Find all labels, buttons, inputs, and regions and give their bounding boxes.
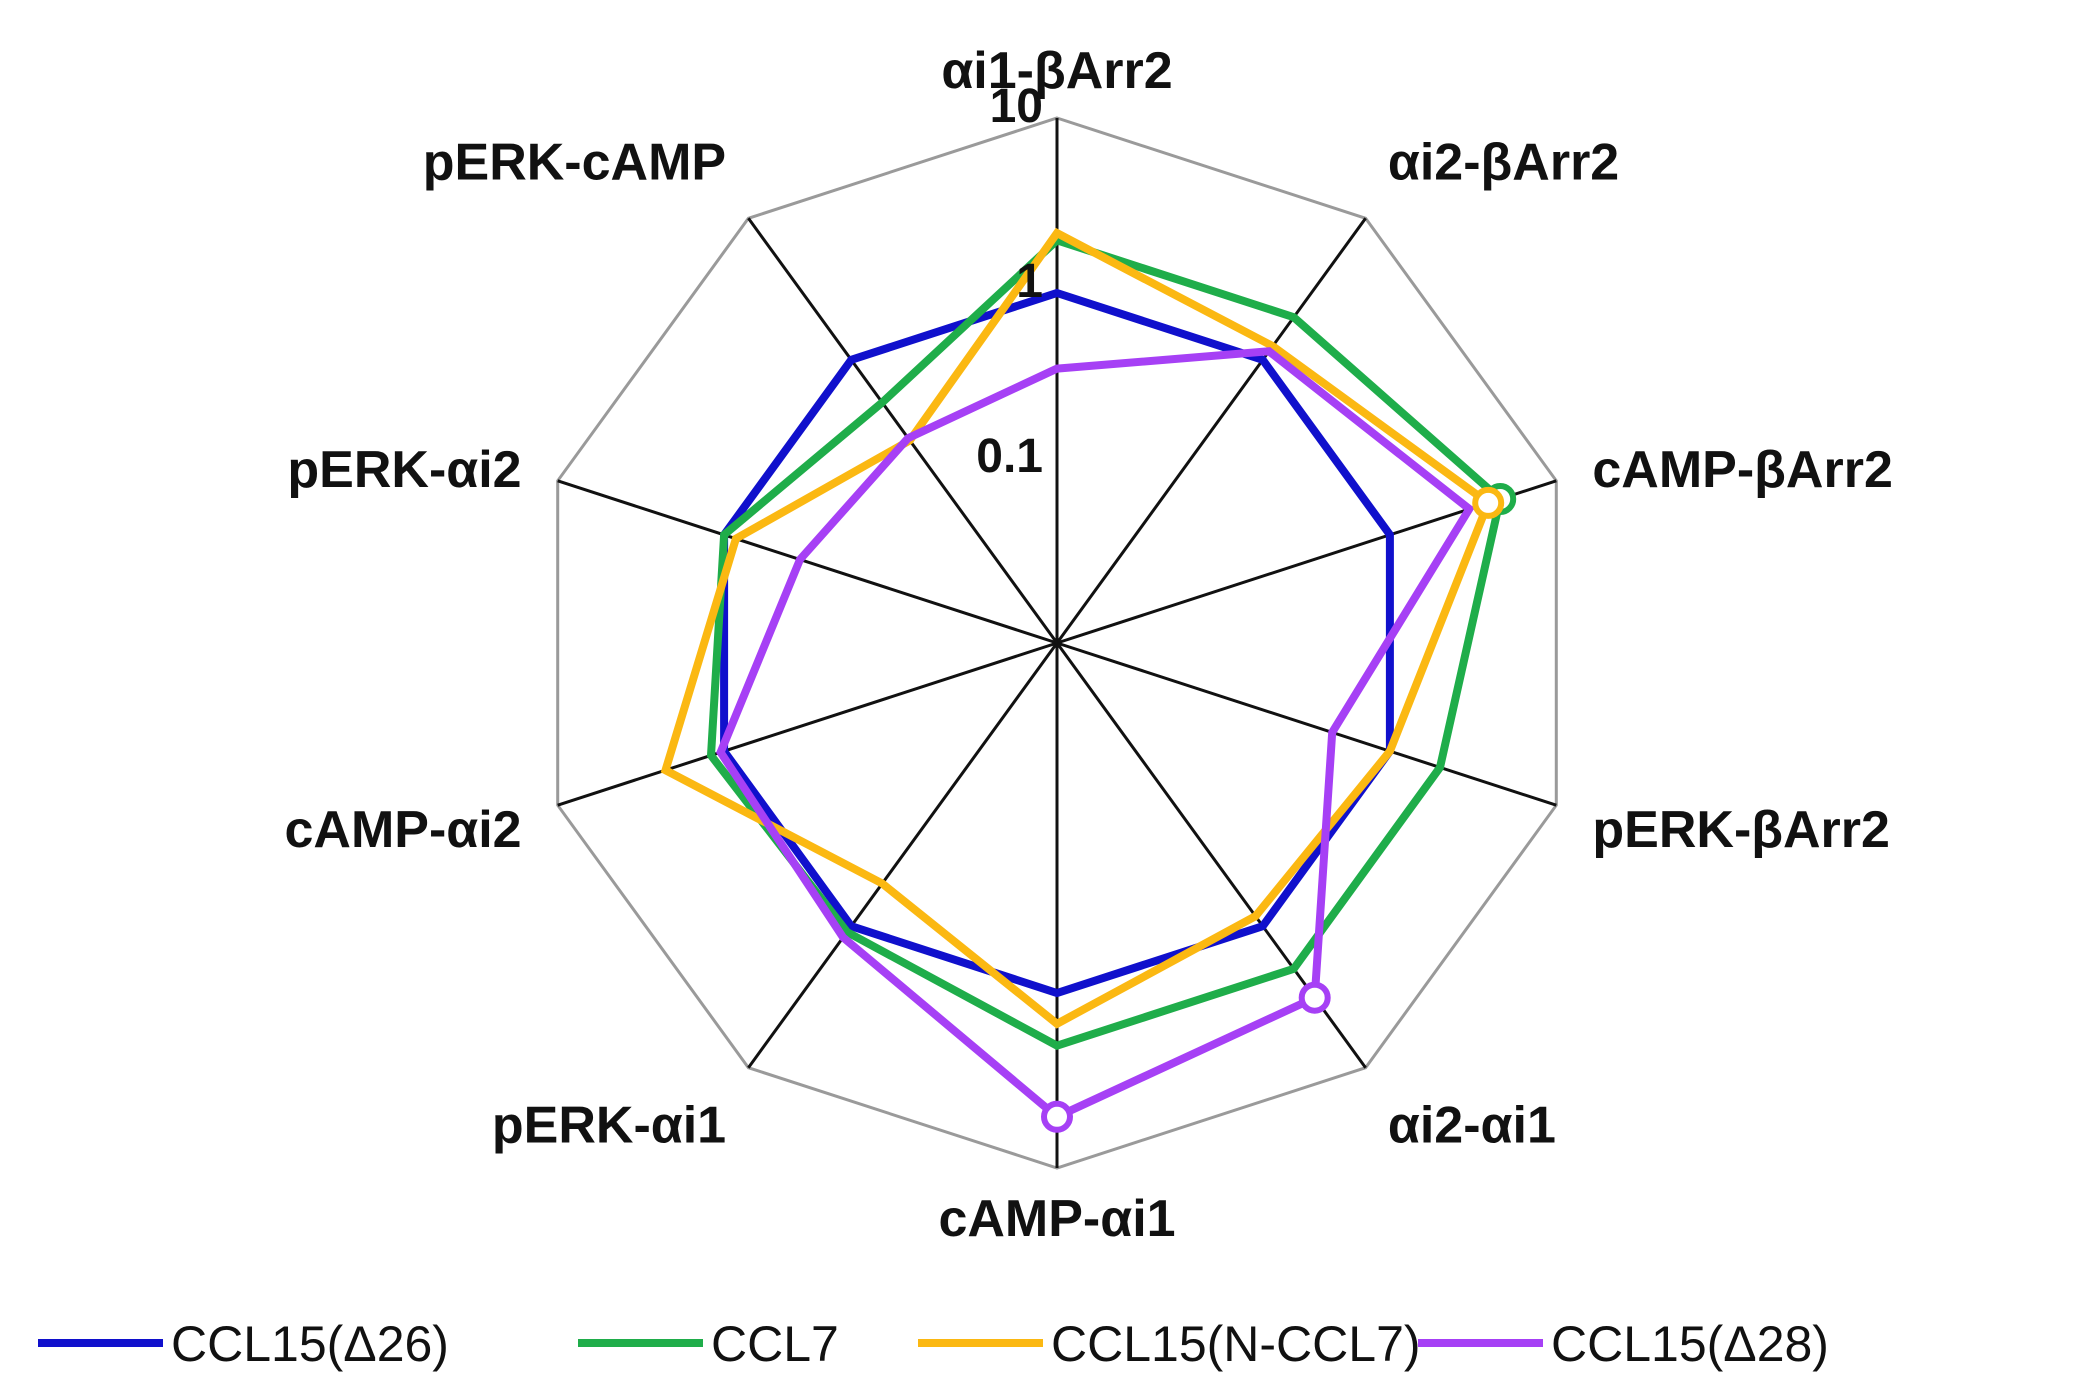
axis-spoke xyxy=(747,217,1059,644)
axis-label: pERK-βArr2 xyxy=(1592,801,1890,859)
series-line-2 xyxy=(706,235,1505,1051)
axis-label: αi1-βArr2 xyxy=(941,42,1172,100)
radar-labels: 10 1 0.1 αi1-βArr2 αi2-βArr2 cAMP-βArr2 pERK-β… xyxy=(284,42,1892,1248)
tick-label: 1 xyxy=(1016,255,1043,308)
axis-spoke xyxy=(557,479,1058,645)
series-marker-4 xyxy=(1298,981,1331,1014)
radar-series xyxy=(660,227,1517,1133)
axis-label: cAMP-αi1 xyxy=(938,1190,1175,1248)
series-marker-3 xyxy=(1472,486,1505,519)
axis-spoke xyxy=(557,641,1058,807)
tick-label: 0.1 xyxy=(976,430,1043,483)
radar-grid xyxy=(556,116,1558,1170)
axis-label: αi2-αi1 xyxy=(1388,1097,1556,1155)
series-line-3 xyxy=(660,227,1494,1029)
axis-spoke xyxy=(747,642,1059,1069)
axis-label: cAMP-βArr2 xyxy=(1592,441,1892,499)
axis-label: αi2-βArr2 xyxy=(1388,134,1619,192)
axis-spoke xyxy=(1056,641,1557,807)
tick-label: 10 xyxy=(990,80,1043,133)
legend-label-3: CCL15(N-CCL7) xyxy=(1051,1316,1421,1372)
legend-label-4: CCL15(Δ28) xyxy=(1551,1316,1829,1372)
series-line-1 xyxy=(720,288,1394,998)
axis-spoke xyxy=(1055,217,1367,644)
series-marker-4 xyxy=(1041,1100,1073,1133)
legend-label-2: CCL7 xyxy=(711,1316,839,1372)
legend-label-1: CCL15(Δ26) xyxy=(171,1316,449,1372)
axis-label: cAMP-αi2 xyxy=(284,801,521,859)
axis-label: pERK-αi1 xyxy=(492,1097,726,1155)
legend: CCL15(Δ26) CCL7 CCL15(N-CCL7) CCL15(Δ28) xyxy=(38,1316,1829,1372)
axis-label: pERK-αi2 xyxy=(287,441,521,499)
axis-label: pERK-cAMP xyxy=(423,134,726,192)
